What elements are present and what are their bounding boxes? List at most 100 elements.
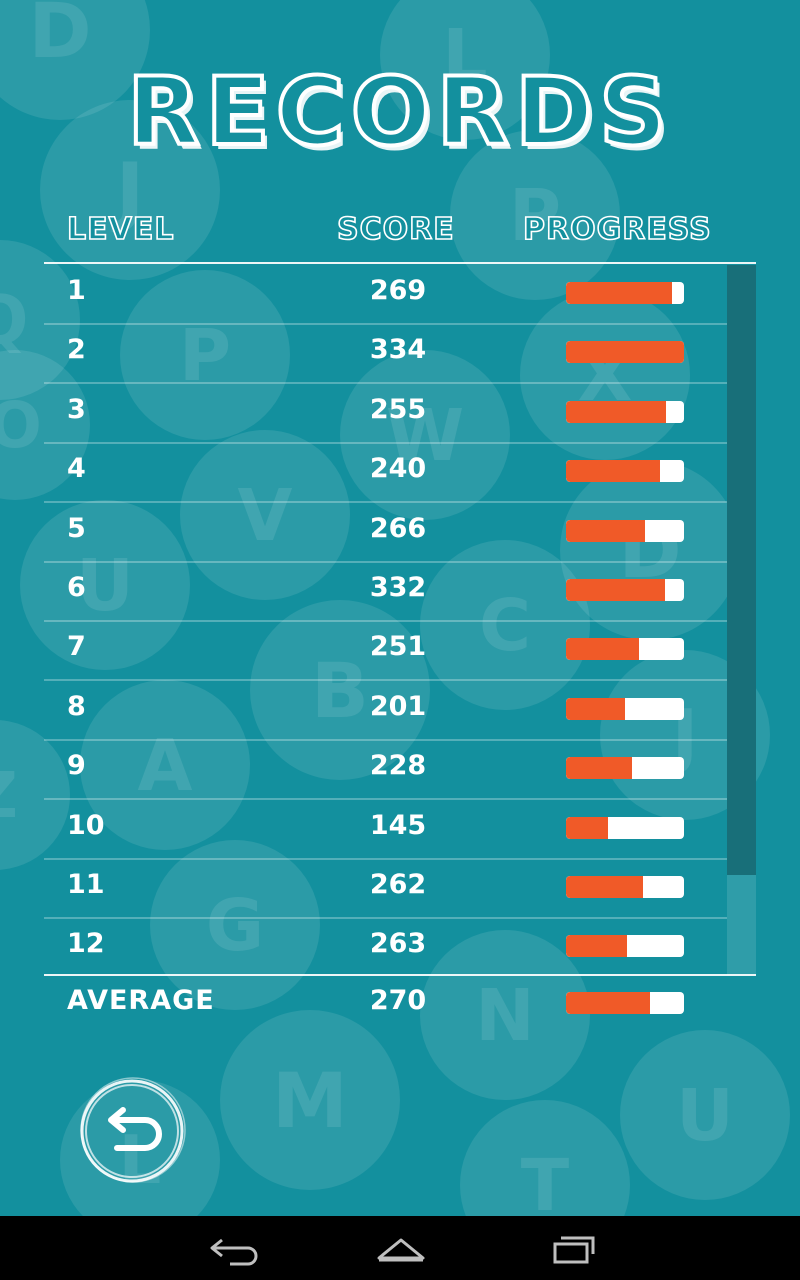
average-progress-fill bbox=[566, 992, 650, 1014]
row-level: 4 bbox=[67, 453, 86, 485]
background-letter-bubble: U bbox=[20, 500, 190, 670]
row-progress-bar bbox=[566, 697, 684, 720]
average-divider bbox=[44, 974, 756, 976]
background-letter-bubble: L bbox=[380, 0, 550, 140]
table-row: 4 240 bbox=[44, 443, 727, 504]
row-progress-bar bbox=[566, 282, 684, 304]
undo-arrow-icon bbox=[80, 1077, 186, 1183]
row-score: 334 bbox=[369, 334, 427, 366]
background-letter-bubble: D bbox=[0, 0, 150, 120]
background-letter-bubble: J bbox=[40, 100, 220, 280]
row-progress-fill bbox=[566, 757, 633, 780]
row-score: 263 bbox=[369, 928, 427, 960]
row-progress-fill bbox=[566, 816, 609, 839]
row-score: 266 bbox=[369, 512, 427, 544]
background-letter-bubble: T bbox=[460, 1100, 630, 1216]
background-letter-bubble: P bbox=[450, 130, 620, 300]
row-progress-fill bbox=[566, 460, 661, 483]
column-header-score: SCORE bbox=[336, 211, 455, 248]
background-letter-bubble: P bbox=[120, 270, 290, 440]
background-letter-bubble: G bbox=[150, 840, 320, 1010]
table-row: 12 263 bbox=[44, 918, 727, 975]
nav-home-button[interactable] bbox=[369, 1226, 433, 1270]
row-progress-bar bbox=[566, 935, 684, 958]
row-progress-fill bbox=[566, 282, 673, 304]
average-score: 270 bbox=[369, 985, 427, 1016]
row-progress-bar bbox=[566, 400, 684, 423]
background-letter-bubble: A bbox=[80, 680, 250, 850]
row-level: 7 bbox=[67, 631, 86, 663]
scrollbar[interactable] bbox=[727, 265, 756, 975]
row-level: 6 bbox=[67, 572, 86, 603]
row-score: 228 bbox=[369, 750, 427, 782]
row-score: 240 bbox=[369, 453, 427, 485]
row-level: 5 bbox=[67, 512, 86, 544]
nav-recents-button[interactable] bbox=[541, 1226, 605, 1270]
nav-recents-icon bbox=[553, 1236, 595, 1264]
records-list[interactable]: 1 269 2 334 3 255 4 240 5 266 6 332 7 251 8 201 9 228 10 14… bbox=[44, 265, 727, 975]
table-row: 3 255 bbox=[44, 384, 727, 444]
header-divider bbox=[44, 262, 756, 264]
row-score: 201 bbox=[369, 690, 427, 722]
scrollbar-thumb[interactable] bbox=[727, 265, 756, 875]
row-progress-bar bbox=[566, 519, 684, 542]
table-row: 5 266 bbox=[44, 503, 727, 563]
row-progress-fill bbox=[566, 638, 640, 661]
nav-home-icon bbox=[377, 1238, 425, 1262]
row-progress-bar bbox=[566, 638, 684, 661]
row-level: 11 bbox=[67, 869, 105, 900]
average-label: AVERAGE bbox=[67, 985, 215, 1016]
row-score: 332 bbox=[369, 572, 427, 603]
column-header-level: LEVEL bbox=[66, 211, 175, 248]
row-score: 251 bbox=[369, 631, 427, 663]
row-progress-fill bbox=[566, 579, 666, 601]
table-row: 11 262 bbox=[44, 859, 727, 919]
row-progress-fill bbox=[566, 519, 646, 542]
nav-back-button[interactable] bbox=[200, 1226, 264, 1270]
row-progress-fill bbox=[566, 341, 684, 364]
table-row: 10 145 bbox=[44, 800, 727, 860]
average-progress-bar bbox=[566, 992, 684, 1014]
table-row: 7 251 bbox=[44, 621, 727, 682]
row-progress-bar bbox=[566, 816, 684, 839]
row-progress-bar bbox=[566, 460, 684, 483]
table-row: 1 269 bbox=[44, 265, 727, 325]
row-level: 3 bbox=[67, 393, 86, 425]
average-row: AVERAGE 270 bbox=[44, 975, 727, 1035]
background-letter-bubble: M bbox=[220, 1010, 400, 1190]
row-level: 1 bbox=[67, 275, 86, 306]
row-level: 8 bbox=[67, 690, 86, 722]
table-row: 9 228 bbox=[44, 740, 727, 801]
row-progress-fill bbox=[566, 400, 667, 423]
row-progress-bar bbox=[566, 876, 684, 898]
row-progress-fill bbox=[566, 697, 625, 720]
background-letter-bubble: C bbox=[420, 540, 590, 710]
nav-back-icon bbox=[210, 1238, 258, 1266]
table-row: 8 201 bbox=[44, 681, 727, 741]
row-level: 12 bbox=[67, 928, 105, 960]
row-level: 10 bbox=[67, 809, 105, 841]
row-progress-bar bbox=[566, 757, 684, 780]
background-letter-bubble: N bbox=[420, 930, 590, 1100]
table-row: 6 332 bbox=[44, 562, 727, 622]
row-level: 9 bbox=[67, 750, 86, 782]
background-letter-bubble: B bbox=[250, 600, 430, 780]
row-score: 255 bbox=[369, 393, 427, 425]
system-navigation-bar bbox=[0, 1216, 800, 1280]
background-letter-bubble: W bbox=[340, 350, 510, 520]
background-letter-bubble: V bbox=[180, 430, 350, 600]
back-button[interactable] bbox=[77, 1076, 187, 1186]
letter-bubble-background: DLJPQPXOWVUCDBJAZGNMUTL bbox=[0, 0, 790, 1216]
row-score: 262 bbox=[369, 869, 427, 900]
row-progress-bar bbox=[566, 341, 684, 364]
row-progress-bar bbox=[566, 579, 684, 601]
row-progress-fill bbox=[566, 876, 643, 898]
table-row: 2 334 bbox=[44, 324, 727, 385]
column-header-progress: PROGRESS bbox=[522, 211, 712, 248]
row-level: 2 bbox=[67, 334, 86, 366]
background-letter-bubble: U bbox=[620, 1030, 790, 1200]
row-score: 269 bbox=[369, 275, 427, 306]
row-progress-fill bbox=[566, 935, 628, 958]
page-title: RECORDS bbox=[125, 56, 673, 169]
row-score: 145 bbox=[369, 809, 427, 841]
